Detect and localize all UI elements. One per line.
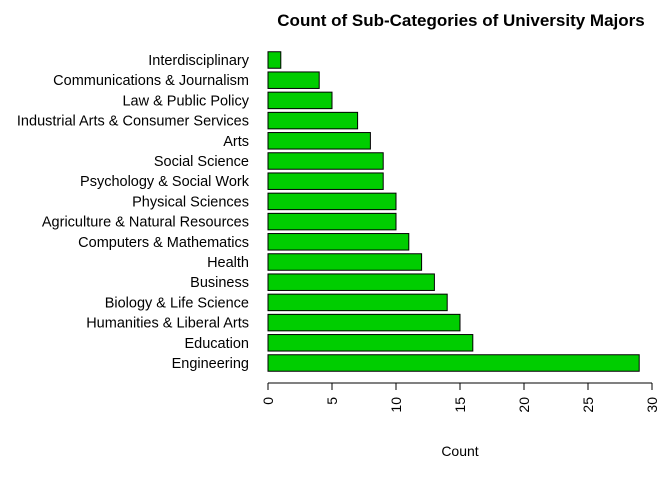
chart-title: Count of Sub-Categories of University Ma… — [277, 11, 644, 30]
category-label: Interdisciplinary — [148, 53, 249, 69]
bar-psychology-social-work — [267, 172, 384, 190]
bar-business — [267, 273, 435, 291]
x-tick-label: 30 — [644, 397, 660, 413]
bar-law-public-policy — [267, 91, 333, 110]
category-label: Health — [207, 255, 249, 271]
bars-group — [267, 51, 640, 372]
bar-arts — [267, 132, 371, 150]
bar-agriculture-natural-resources — [267, 212, 397, 231]
x-tick-label: 5 — [324, 397, 340, 405]
category-labels: Engineering Education Humanities & Liberal… — [17, 53, 250, 372]
bar-physical-sciences — [267, 192, 397, 211]
category-label: Education — [185, 336, 250, 352]
x-tick-label: 25 — [580, 397, 596, 413]
category-label: Business — [190, 275, 249, 291]
category-label: Psychology & Social Work — [80, 174, 250, 190]
bar-education — [267, 334, 474, 352]
bar-biology-life-science — [267, 293, 448, 312]
x-tick-label: 0 — [260, 397, 276, 405]
category-label: Engineering — [172, 356, 249, 372]
category-label: Computers & Mathematics — [78, 235, 249, 251]
bar-industrial-arts-consumer-services — [267, 111, 359, 130]
bar-engineering — [267, 354, 640, 372]
category-label: Industrial Arts & Consumer Services — [17, 114, 249, 130]
bar-health — [267, 253, 423, 271]
x-axis-label: Count — [441, 443, 478, 459]
category-label: Agriculture & Natural Resources — [42, 215, 249, 231]
category-label: Physical Sciences — [132, 194, 249, 210]
x-axis: 0 5 10 15 20 25 30 — [260, 382, 660, 413]
category-label: Humanities & Liberal Arts — [86, 316, 249, 332]
x-tick-label: 15 — [452, 397, 468, 413]
category-label: Communications & Journalism — [53, 73, 249, 89]
bar-social-science — [267, 152, 384, 170]
bar-computers-mathematics — [267, 233, 410, 251]
category-label: Arts — [223, 134, 249, 150]
x-tick-label: 20 — [516, 397, 532, 413]
x-tick-label: 10 — [388, 397, 404, 413]
category-label: Law & Public Policy — [122, 93, 249, 109]
bar-humanities-liberal-arts — [267, 313, 461, 332]
bar-communications-journalism — [267, 71, 320, 89]
category-label: Biology & Life Science — [105, 295, 249, 311]
bar-interdisciplinary — [267, 51, 282, 69]
category-label: Social Science — [154, 154, 249, 170]
